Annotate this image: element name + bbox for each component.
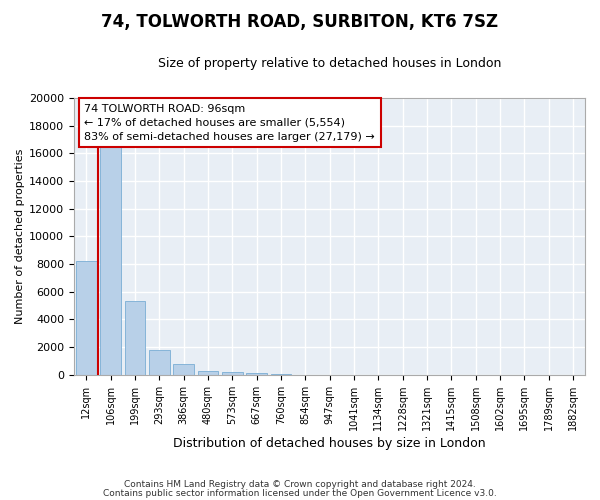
Bar [125,302,145,375]
Bar [100,145,121,375]
Bar [149,350,170,375]
Title: Size of property relative to detached houses in London: Size of property relative to detached ho… [158,58,501,70]
Bar [271,374,291,375]
Text: 74 TOLWORTH ROAD: 96sqm
← 17% of detached houses are smaller (5,554)
83% of semi: 74 TOLWORTH ROAD: 96sqm ← 17% of detache… [84,104,375,142]
Y-axis label: Number of detached properties: Number of detached properties [15,149,25,324]
Bar [246,373,267,375]
Bar [76,262,97,375]
Text: 74, TOLWORTH ROAD, SURBITON, KT6 7SZ: 74, TOLWORTH ROAD, SURBITON, KT6 7SZ [101,12,499,30]
Bar [197,370,218,375]
Text: Contains HM Land Registry data © Crown copyright and database right 2024.: Contains HM Land Registry data © Crown c… [124,480,476,489]
Bar [173,364,194,375]
X-axis label: Distribution of detached houses by size in London: Distribution of detached houses by size … [173,437,486,450]
Bar [222,372,242,375]
Text: Contains public sector information licensed under the Open Government Licence v3: Contains public sector information licen… [103,489,497,498]
